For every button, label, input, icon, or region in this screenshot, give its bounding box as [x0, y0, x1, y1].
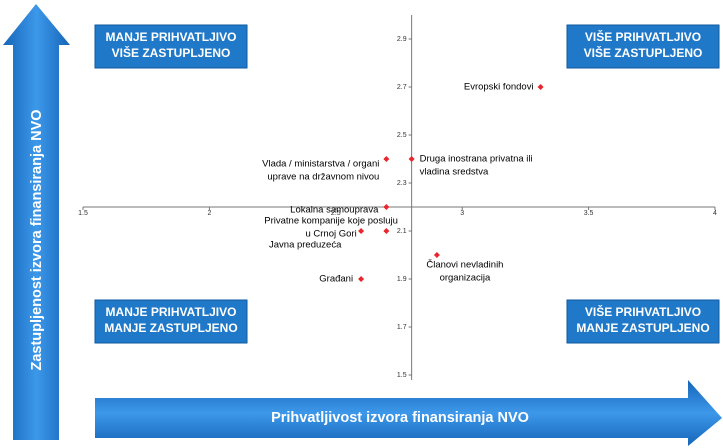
- quadrant-box: [94, 299, 248, 344]
- x-axis-title: Prihvatljivost izvora finansiranja NVO: [271, 410, 529, 426]
- point: [433, 252, 440, 258]
- x-tick-label: 1.5: [78, 210, 88, 217]
- y-tick-label: 2.5: [397, 132, 407, 139]
- y-arrow: [3, 4, 70, 440]
- y-tick-label: 1.9: [397, 276, 407, 283]
- point-label: Evropski fondovi: [464, 82, 534, 93]
- quadrant-label: MANJE ZASTUPLJENO: [576, 321, 709, 335]
- point-label: uprave na državnom nivou: [267, 172, 379, 183]
- y-tick-label: 1.7: [397, 324, 407, 331]
- point: [383, 204, 390, 210]
- quadrant-label: VIŠE ZASTUPLJENO: [112, 45, 231, 60]
- quadrant-label: VIŠE PRIHVATLJIVO: [585, 304, 701, 319]
- point-label: Privatne kompanije koje posluju: [264, 216, 398, 227]
- point: [408, 156, 415, 162]
- quadrant-label: MANJE PRIHVATLJIVO: [106, 30, 237, 44]
- quadrant-box: [566, 299, 720, 344]
- quadrant-label: MANJE PRIHVATLJIVO: [106, 305, 237, 319]
- x-tick-label: 3.5: [584, 210, 594, 217]
- x-tick-label: 4: [713, 210, 717, 217]
- x-arrow: [95, 380, 722, 446]
- point-label: Javna preduzeća: [269, 240, 342, 251]
- quadrant-box: [94, 24, 248, 69]
- point: [537, 84, 544, 90]
- y-tick-label: 2.7: [397, 84, 407, 91]
- point-label: u Crnoj Gori: [305, 229, 356, 240]
- point-label: Građani: [319, 274, 353, 285]
- point: [358, 228, 365, 234]
- point: [383, 156, 390, 162]
- point-label: organizacija: [440, 273, 491, 284]
- point-label: vladina sredstva: [420, 167, 489, 178]
- point-label: Lokalna samouprava: [290, 205, 379, 216]
- y-tick-label: 2.3: [397, 180, 407, 187]
- x-tick-label: 2: [207, 210, 211, 217]
- quadrant-label: VIŠE PRIHVATLJIVO: [585, 29, 701, 44]
- quadrant-label: VIŠE ZASTUPLJENO: [584, 45, 703, 60]
- point: [358, 276, 365, 282]
- point-label: Članovi nevladinih: [426, 260, 503, 271]
- x-tick-label: 3: [460, 210, 464, 217]
- y-axis-title: Zastupljenost izvora finansiranja NVO: [29, 109, 45, 370]
- y-tick-label: 1.5: [397, 372, 407, 379]
- point-label: Druga inostrana privatna ili: [420, 154, 533, 165]
- y-tick-label: 2.9: [397, 36, 407, 43]
- point: [383, 228, 390, 234]
- y-tick-label: 2.1: [397, 228, 407, 235]
- point-label: Vlada / ministarstva / organi: [262, 159, 379, 170]
- quadrant-box: [566, 24, 720, 69]
- x-tick-label: 2.5: [331, 210, 341, 217]
- quadrant-label: MANJE ZASTUPLJENO: [104, 321, 237, 335]
